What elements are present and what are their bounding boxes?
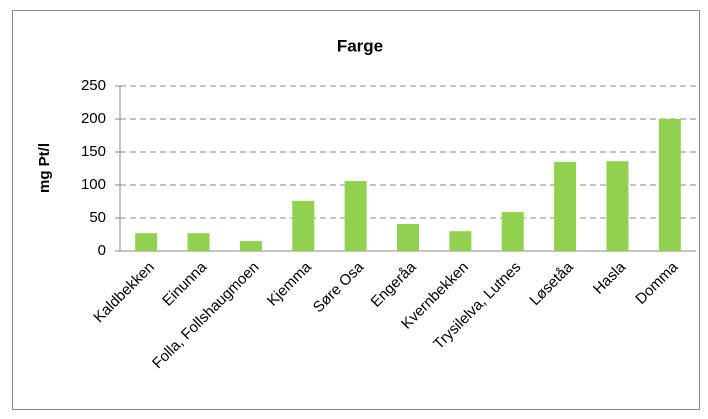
y-tick-label: 250 [81,77,106,94]
bar [292,200,315,251]
bar [554,161,577,251]
y-tick-label: 100 [81,176,106,193]
y-tick-label: 50 [89,209,106,226]
bar [606,161,629,251]
bar [658,119,681,251]
y-axis-label: mg Pt/l [36,143,53,193]
y-tick-label: 0 [98,242,106,259]
bar [501,212,524,251]
bar [239,241,262,251]
chart-title: Farge [337,36,383,55]
bar [449,231,472,251]
bar [187,233,210,251]
y-tick-label: 200 [81,110,106,127]
bar [397,223,419,251]
bar [344,181,367,251]
bar [135,233,158,251]
y-tick-label: 150 [81,143,106,160]
